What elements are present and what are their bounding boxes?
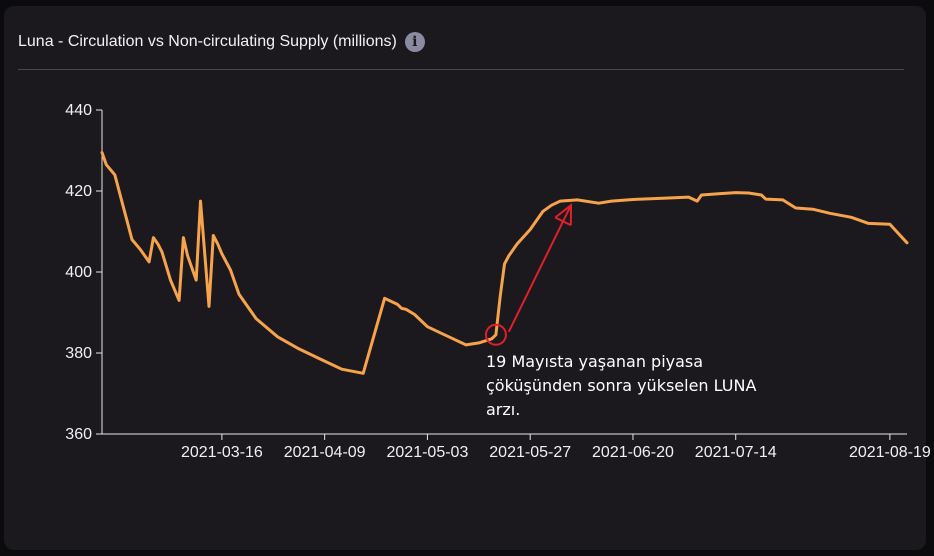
x-axis-ticks: 2021-03-16 2021-04-09 2021-05-03 2021-05-27… (181, 434, 931, 461)
x-tick-label: 2021-08-19 (849, 444, 931, 461)
y-axis-ticks: 360 380 400 420 440 (65, 102, 102, 443)
annotation-text-line: 19 Mayısta yaşanan piyasa (486, 352, 703, 371)
series-group (100, 151, 909, 375)
annotation-arrow-head (554, 203, 573, 226)
annotation-text-line: arzı. (486, 400, 520, 419)
annotation-group: 19 Mayısta yaşanan piyasa çöküşünden sonr… (484, 203, 756, 419)
x-tick-label: 2021-03-16 (181, 444, 263, 461)
y-tick-label: 420 (65, 183, 92, 200)
annotation-arrow-head-base (554, 216, 572, 227)
x-tick-label: 2021-05-03 (387, 444, 469, 461)
annotation-text-line: çöküşünden sonra yükselen LUNA (486, 376, 756, 395)
series-line (100, 151, 909, 375)
chart-header: Luna - Circulation vs Non-circulating Su… (18, 32, 425, 52)
y-tick-label: 400 (65, 264, 92, 281)
chart-title: Luna - Circulation vs Non-circulating Su… (18, 33, 397, 50)
y-tick-label: 360 (65, 426, 92, 443)
header-divider (18, 69, 904, 70)
info-icon[interactable]: i (404, 32, 425, 52)
chart-card (4, 6, 926, 550)
x-tick-label: 2021-04-09 (284, 444, 366, 461)
x-tick-label: 2021-07-14 (695, 444, 777, 461)
annotation-circle (484, 323, 507, 346)
x-tick-label: 2021-06-20 (592, 444, 674, 461)
x-tick-label: 2021-05-27 (489, 444, 571, 461)
y-tick-label: 380 (65, 345, 92, 362)
annotation-arrow-shaft (507, 204, 572, 333)
y-tick-label: 440 (65, 102, 92, 119)
